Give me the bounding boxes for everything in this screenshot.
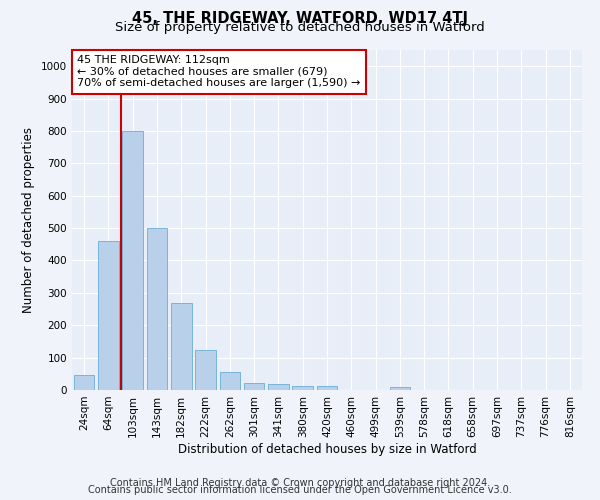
Y-axis label: Number of detached properties: Number of detached properties: [22, 127, 35, 313]
Bar: [244, 383, 265, 390]
Text: Contains HM Land Registry data © Crown copyright and database right 2024.: Contains HM Land Registry data © Crown c…: [110, 478, 490, 488]
Text: Size of property relative to detached houses in Watford: Size of property relative to detached ho…: [115, 22, 485, 35]
Bar: [389, 387, 410, 390]
Text: 45 THE RIDGEWAY: 112sqm
← 30% of detached houses are smaller (679)
70% of semi-d: 45 THE RIDGEWAY: 112sqm ← 30% of detache…: [77, 55, 361, 88]
Bar: [268, 384, 289, 390]
Bar: [98, 241, 119, 390]
Bar: [122, 131, 143, 390]
Text: Contains public sector information licensed under the Open Government Licence v3: Contains public sector information licen…: [88, 485, 512, 495]
X-axis label: Distribution of detached houses by size in Watford: Distribution of detached houses by size …: [178, 442, 476, 456]
Bar: [195, 350, 216, 390]
Bar: [171, 302, 191, 390]
Bar: [220, 372, 240, 390]
Text: 45, THE RIDGEWAY, WATFORD, WD17 4TJ: 45, THE RIDGEWAY, WATFORD, WD17 4TJ: [132, 11, 468, 26]
Bar: [146, 228, 167, 390]
Bar: [74, 376, 94, 390]
Bar: [317, 386, 337, 390]
Bar: [292, 386, 313, 390]
